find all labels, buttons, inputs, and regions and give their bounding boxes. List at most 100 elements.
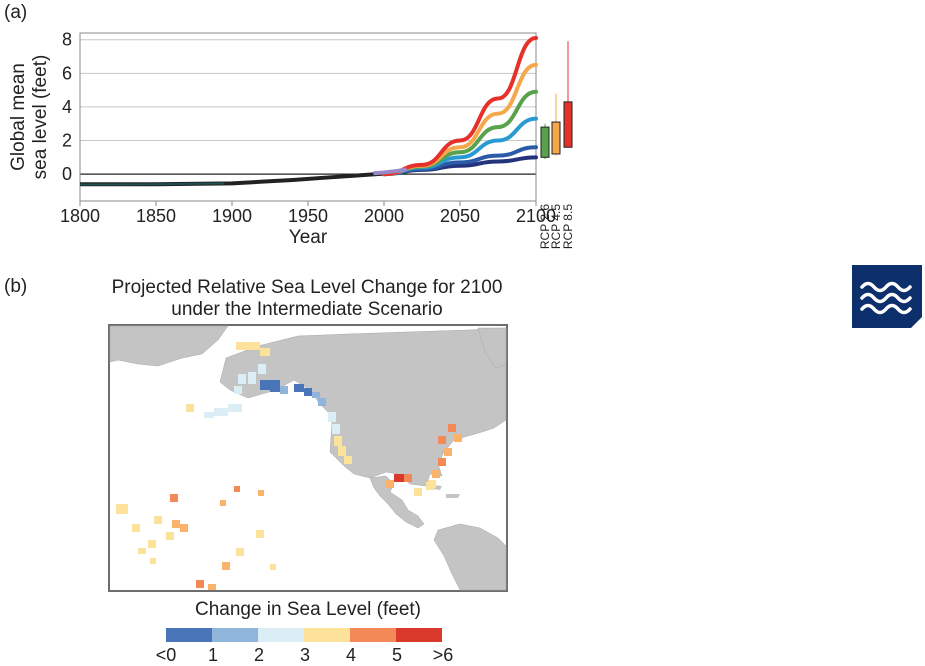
scenario-box — [551, 121, 561, 155]
sea-level-cell — [248, 372, 256, 384]
y-axis-title-line1: Global mean — [8, 63, 29, 171]
panel-b-label: (b) — [4, 276, 28, 297]
sea-level-cell — [222, 562, 230, 570]
legend-swatch-1 — [212, 628, 258, 642]
x-tick-label: 2000 — [364, 206, 404, 226]
sea-level-cell — [238, 374, 246, 384]
x-tick-label: 1800 — [60, 206, 100, 226]
y-tick-label: 2 — [62, 131, 72, 151]
sea-level-cell — [304, 388, 312, 396]
scenario-box — [563, 101, 573, 148]
legend-swatch-4 — [350, 628, 396, 642]
sea-level-cell — [208, 584, 216, 590]
sea-level-cell — [280, 386, 288, 394]
x-axis-title: Year — [289, 227, 328, 248]
sea-level-cell — [166, 532, 174, 540]
sea-level-cell — [260, 348, 270, 356]
x-tick-label: 2100 — [516, 206, 556, 226]
sea-level-cell — [204, 412, 214, 418]
sea-level-cell — [386, 480, 394, 488]
sea-level-cell — [438, 436, 446, 444]
sea-level-cell — [444, 448, 452, 456]
sea-level-cell — [394, 474, 404, 482]
sea-level-cell — [132, 524, 140, 532]
sea-level-cell — [258, 364, 266, 374]
sea-level-cell — [270, 564, 276, 570]
scenario-box-label: RCP 2.6 — [538, 204, 552, 249]
sea-level-cell — [334, 436, 342, 446]
x-tick-label: 2050 — [440, 206, 480, 226]
map-title-line1: Projected Relative Sea Level Change for … — [111, 277, 503, 298]
scenario-series-line-5 — [382, 36, 538, 177]
legend-swatch-5 — [396, 628, 442, 642]
panel-a-label: (a) — [4, 2, 28, 23]
plot-frame — [79, 32, 537, 202]
x-tick-label: 1900 — [212, 206, 252, 226]
legend-tick-5: 5 — [391, 645, 402, 665]
legend-colorbar — [166, 628, 442, 642]
y-tick-label: 6 — [62, 63, 72, 83]
legend-tick-6: >6 — [432, 645, 454, 665]
south-america-landmass — [433, 523, 507, 591]
sea-level-cell — [138, 548, 146, 554]
sea-level-cell — [270, 380, 280, 392]
sea-level-cell — [328, 412, 336, 422]
legend-swatch-2 — [258, 628, 304, 642]
sea-level-cell — [260, 380, 270, 390]
chart-ticks: 0 2 4 6 8 1800 1850 1900 1950 2000 2050 2100 — [60, 30, 556, 226]
sea-level-cell — [414, 488, 422, 496]
sea-level-cell — [116, 504, 128, 514]
scenario-box-label: RCP 8.5 — [561, 204, 575, 249]
legend-swatch-3 — [304, 628, 350, 642]
y-tick-label: 0 — [62, 164, 72, 184]
sea-level-change-cells — [116, 342, 462, 590]
sea-level-cell — [180, 524, 188, 532]
map-title-line2: under the Intermediate Scenario — [171, 299, 443, 320]
sea-level-cell — [248, 342, 260, 350]
y-tick-label: 4 — [62, 97, 72, 117]
legend-tick-2: 2 — [253, 645, 264, 665]
scenario-box — [540, 126, 550, 158]
sea-level-cell — [236, 548, 244, 556]
sea-level-cell — [454, 434, 462, 442]
waves-icon — [852, 265, 922, 328]
legend-tick-0: <0 — [155, 645, 177, 665]
sea-level-cell — [170, 494, 178, 502]
asia-landmass — [109, 325, 229, 367]
sea-level-cell — [426, 482, 434, 490]
sea-level-cell — [344, 456, 352, 464]
sea-level-cell — [448, 424, 456, 432]
y-axis-title-line2: sea level (feet) — [30, 55, 51, 180]
legend-swatch-0 — [166, 628, 212, 642]
satellite-series-line — [373, 167, 408, 176]
sea-level-cell — [294, 384, 304, 392]
early-record-series-line — [79, 182, 225, 186]
chart-grid — [80, 39, 536, 175]
greenland-landmass — [477, 327, 507, 369]
sea-level-cell — [256, 530, 264, 538]
sea-level-cell — [234, 486, 240, 492]
sea-level-cell — [318, 398, 326, 406]
sea-level-cell — [214, 408, 228, 416]
sea-level-cell — [154, 516, 162, 524]
legend-tick-1: 1 — [207, 645, 218, 665]
x-tick-label: 1950 — [288, 206, 328, 226]
map-title: Projected Relative Sea Level Change for … — [92, 277, 522, 321]
sea-level-cell — [258, 490, 264, 496]
sea-level-cell — [196, 580, 204, 588]
sea-level-cell — [234, 386, 242, 394]
legend-tick-3: 3 — [299, 645, 310, 665]
sea-level-cell — [312, 392, 320, 398]
legend-tick-4: 4 — [345, 645, 356, 665]
sea-level-cell — [148, 540, 156, 548]
sea-level-cell — [228, 404, 242, 412]
sea-level-cell — [236, 342, 248, 350]
sea-level-map — [108, 324, 508, 592]
historical-series-line — [80, 168, 408, 187]
legend-title: Change in Sea Level (feet) — [194, 599, 422, 620]
sea-level-cell — [332, 424, 340, 434]
sea-level-cell — [150, 558, 156, 564]
chart-lines — [79, 36, 538, 187]
x-tick-label: 1850 — [136, 206, 176, 226]
